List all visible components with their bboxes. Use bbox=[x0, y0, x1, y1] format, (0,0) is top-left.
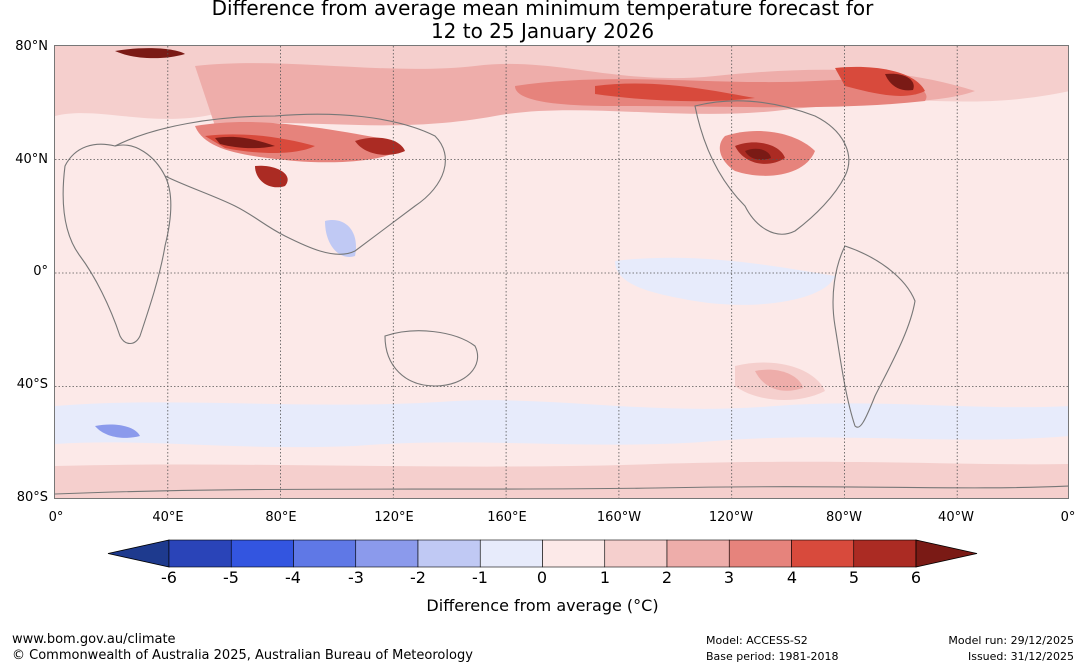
map-canvas bbox=[55, 46, 1068, 498]
colorbar-segment bbox=[728, 539, 792, 568]
colorbar-title: Difference from average (°C) bbox=[426, 596, 659, 615]
anomaly-asia-peak bbox=[215, 136, 275, 149]
coast-australia bbox=[384, 330, 478, 387]
map-title-line1: Difference from average mean minimum tem… bbox=[211, 0, 874, 20]
coastlines bbox=[55, 100, 1068, 495]
coast-africa bbox=[62, 143, 172, 345]
colorbar-tick: 6 bbox=[910, 568, 922, 587]
anomaly-south-pacific-warmer bbox=[755, 369, 803, 391]
colorbar-segment bbox=[293, 539, 357, 568]
lon-label-40w: 40°W bbox=[938, 510, 974, 525]
colorbar-tick: -1 bbox=[472, 568, 488, 587]
colorbar-tick: -4 bbox=[285, 568, 301, 587]
anomaly-southern-cool-patch bbox=[95, 424, 140, 438]
lon-label-160w: 160°W bbox=[596, 510, 642, 525]
colorbar-segment bbox=[355, 539, 419, 568]
colorbar-arrow-right bbox=[915, 539, 978, 568]
colorbar-tick: 5 bbox=[848, 568, 860, 587]
lon-label-0-right: 0° bbox=[1060, 510, 1076, 525]
colorbar-segments bbox=[107, 539, 978, 568]
coast-antarctica bbox=[55, 485, 1068, 495]
colorbar-segment bbox=[604, 539, 668, 568]
anomaly-tibet bbox=[255, 165, 288, 188]
anomaly-pacific-cool bbox=[615, 257, 835, 305]
map-title-line2: 12 to 25 January 2026 bbox=[430, 19, 655, 43]
lon-label-0: 0° bbox=[48, 510, 64, 525]
anomaly-indochina-cool bbox=[325, 220, 356, 257]
coast-eurasia bbox=[114, 113, 446, 255]
coast-south-america bbox=[832, 245, 916, 428]
colorbar-segment bbox=[853, 539, 917, 568]
colorbar-arrow-left bbox=[107, 539, 170, 568]
colorbar-segment bbox=[168, 539, 232, 568]
colorbar-segment bbox=[417, 539, 481, 568]
colorbar-segment bbox=[666, 539, 730, 568]
colorbar-segment bbox=[230, 539, 294, 568]
colorbar-tick: 1 bbox=[599, 568, 611, 587]
lat-label-80s: 80°S bbox=[16, 490, 48, 505]
lat-label-0: 0° bbox=[33, 264, 48, 279]
footer-model: Model: ACCESS-S2 bbox=[706, 634, 808, 647]
colorbar-tick: -3 bbox=[348, 568, 364, 587]
anomaly-us-peak bbox=[745, 148, 771, 160]
lon-label-120w: 120°W bbox=[708, 510, 754, 525]
colorbar-tick: 3 bbox=[723, 568, 735, 587]
footer-issued: Issued: 31/12/2025 bbox=[967, 650, 1074, 663]
anomaly-east-asia bbox=[355, 137, 405, 155]
anomaly-antarctic-warm bbox=[55, 461, 1068, 498]
lat-label-40n: 40°N bbox=[15, 152, 48, 167]
colorbar-tick: 0 bbox=[536, 568, 548, 587]
lat-label-80n: 80°N bbox=[15, 39, 48, 54]
footer-copyright: © Commonwealth of Australia 2025, Austra… bbox=[12, 648, 473, 663]
lon-label-80w: 80°W bbox=[826, 510, 862, 525]
colorbar-segment bbox=[479, 539, 543, 568]
lon-label-80e: 80°E bbox=[265, 510, 297, 525]
lon-label-40e: 40°E bbox=[152, 510, 184, 525]
footer-url: www.bom.gov.au/climate bbox=[12, 632, 176, 647]
colorbar-tick: -5 bbox=[223, 568, 239, 587]
anomaly-bering-hot bbox=[595, 83, 755, 102]
gridlines bbox=[55, 46, 1068, 498]
colorbar-tick: -2 bbox=[410, 568, 426, 587]
colorbar-tick: -6 bbox=[161, 568, 177, 587]
lat-label-40s: 40°S bbox=[16, 377, 48, 392]
colorbar-tick: 2 bbox=[661, 568, 673, 587]
coast-north-america bbox=[694, 100, 850, 235]
anomaly-southern-ocean-cool bbox=[55, 400, 1068, 448]
colorbar-tick: 4 bbox=[786, 568, 798, 587]
forecast-map bbox=[54, 45, 1069, 499]
footer-base-period: Base period: 1981-2018 bbox=[706, 650, 839, 663]
lon-label-160e: 160°E bbox=[487, 510, 527, 525]
lon-label-120e: 120°E bbox=[374, 510, 414, 525]
anomaly-canada-peak bbox=[885, 73, 914, 91]
colorbar bbox=[107, 539, 978, 568]
footer-model-run: Model run: 29/12/2025 bbox=[948, 634, 1074, 647]
colorbar-segment bbox=[542, 539, 606, 568]
colorbar-segment bbox=[791, 539, 855, 568]
